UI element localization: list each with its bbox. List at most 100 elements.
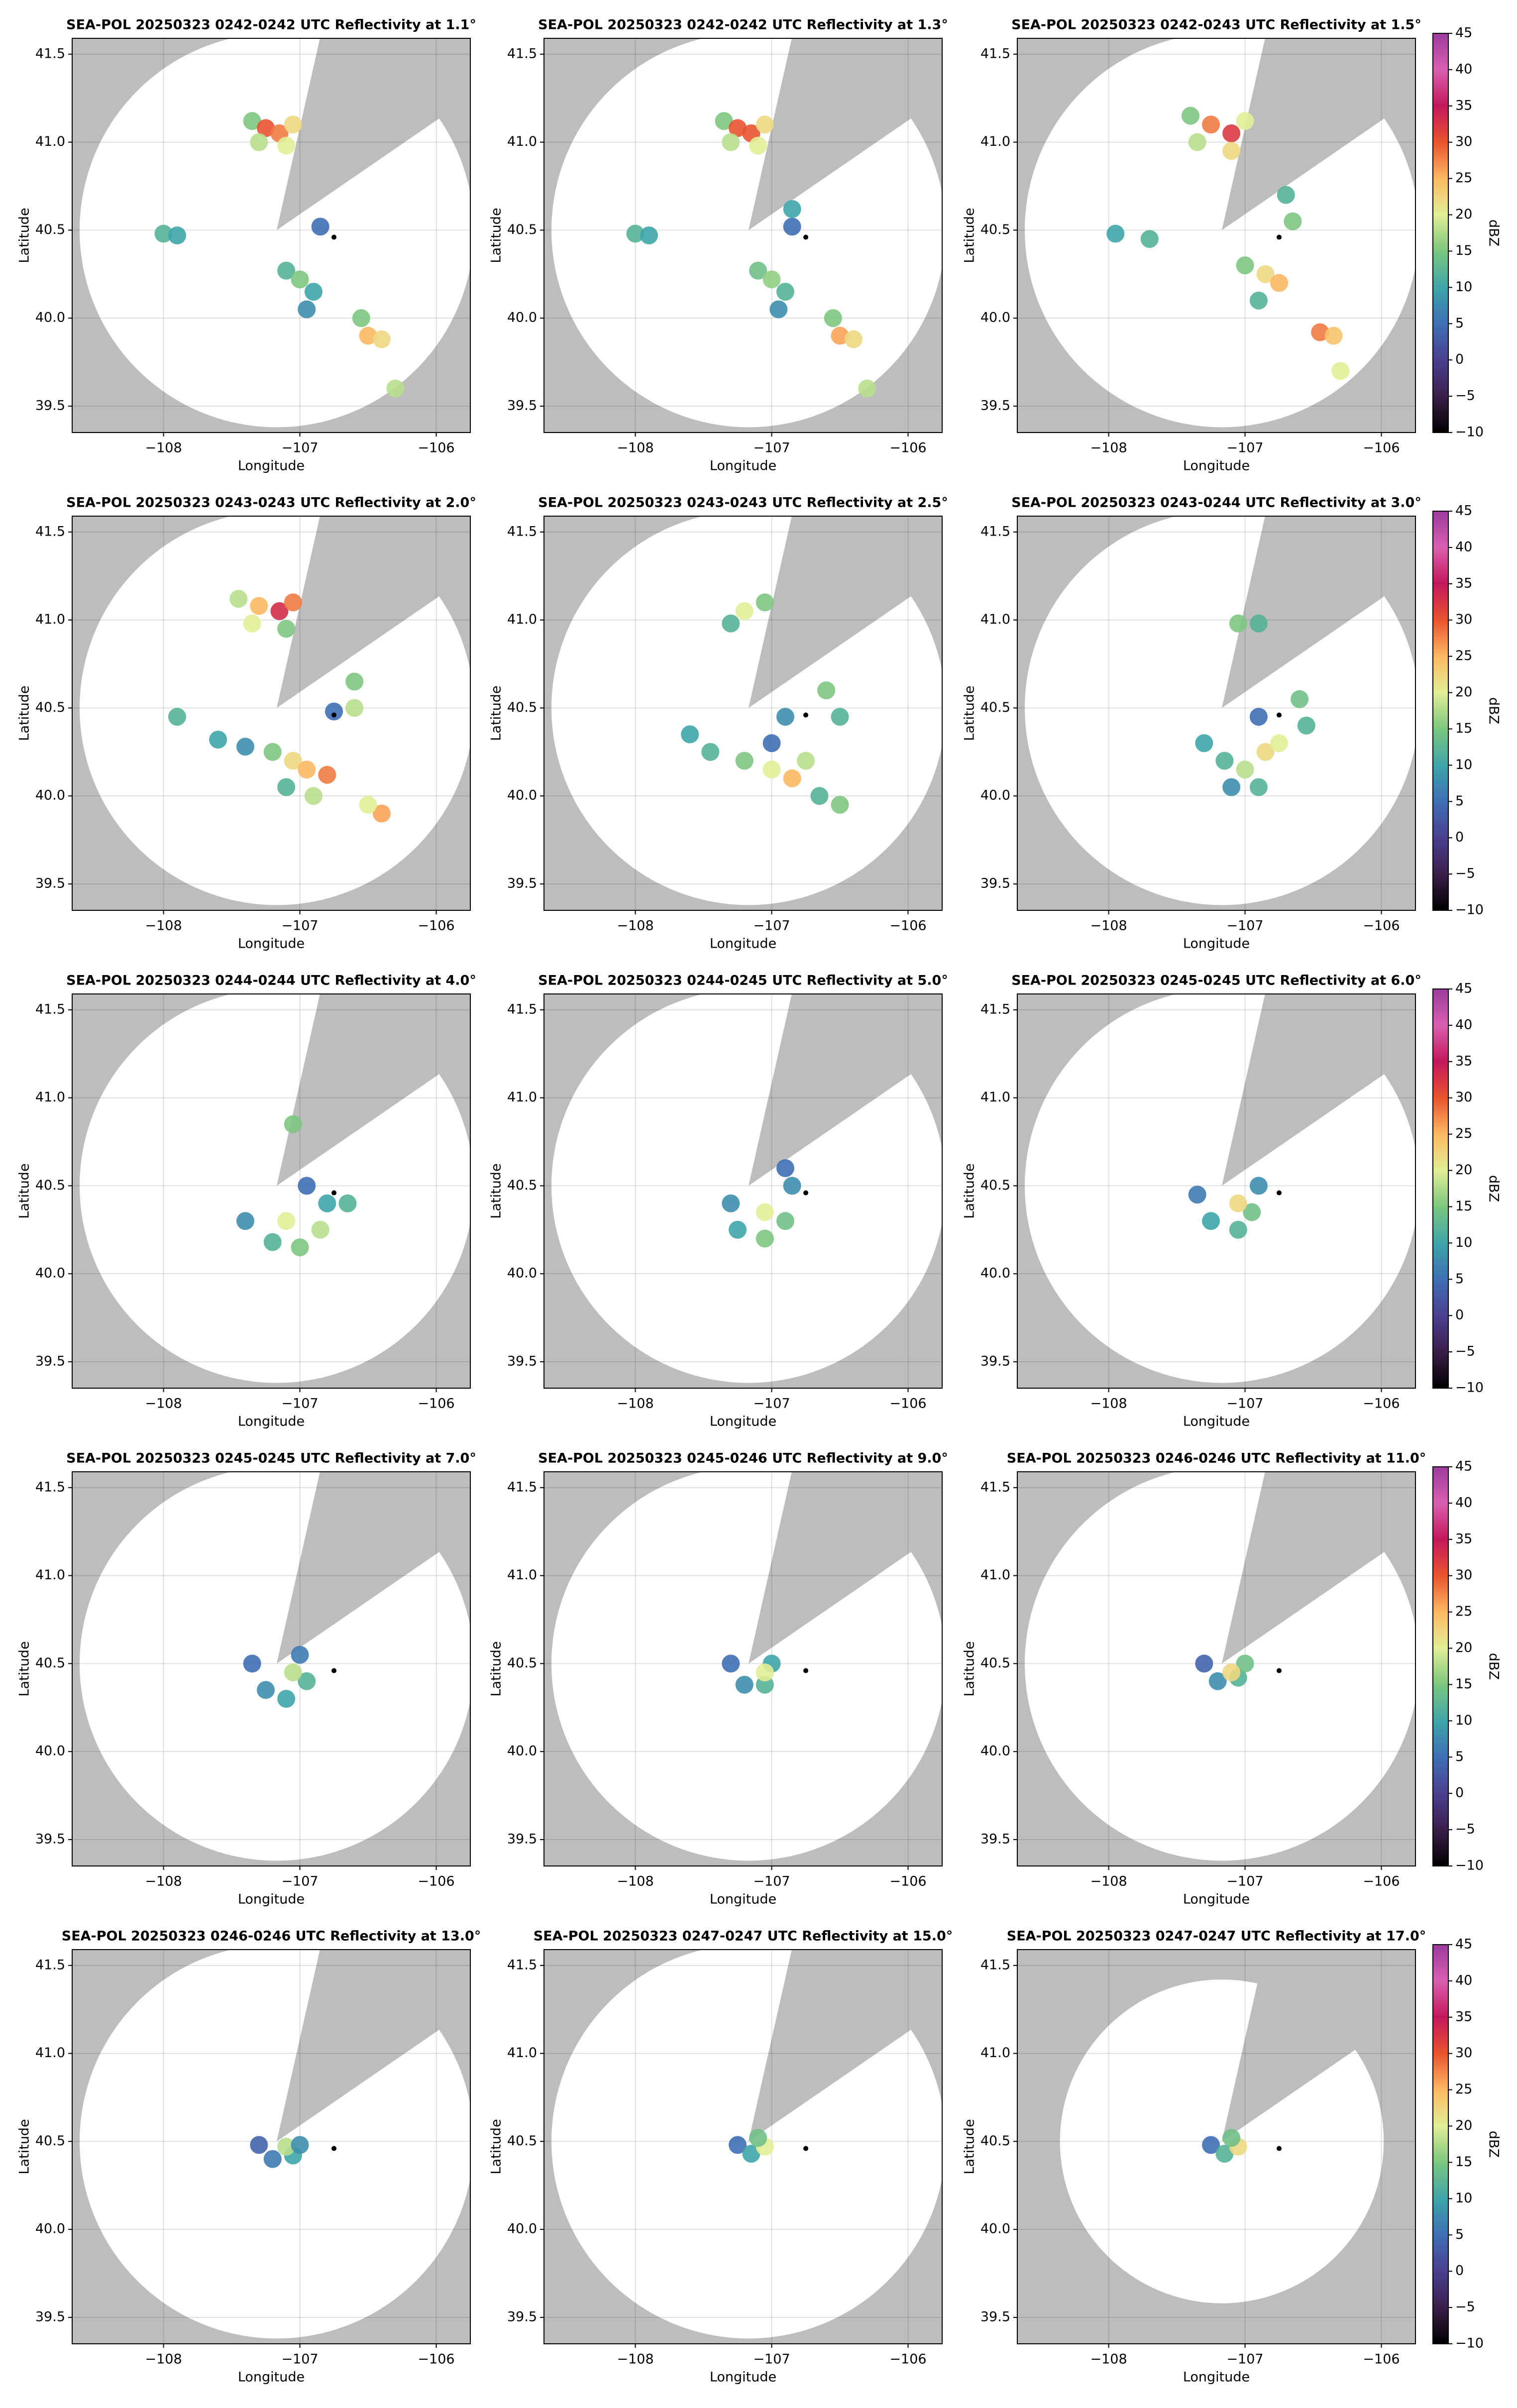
colorbar-tick-label: 35 — [1455, 575, 1472, 591]
blocked-sector — [276, 1472, 470, 1664]
colorbar-label: dBZ — [1486, 1175, 1502, 1202]
site-marker — [803, 234, 809, 240]
axes-frame — [72, 993, 471, 1389]
echo — [1249, 708, 1268, 726]
colorbar-label: dBZ — [1486, 697, 1502, 724]
x-axis-label: Longitude — [1183, 2370, 1250, 2385]
echo — [277, 1690, 296, 1708]
chart-title: SEA-POL 20250323 0245-0245 UTC Reflectiv… — [1011, 973, 1421, 988]
x-axis-label: Longitude — [238, 1892, 305, 1907]
echo — [284, 1115, 302, 1133]
colorbar-tick-label: 25 — [1455, 170, 1472, 186]
echo — [236, 1212, 254, 1230]
axes-frame — [72, 1471, 471, 1866]
colorbar-tick-label: 30 — [1455, 1567, 1472, 1583]
echo — [722, 1654, 740, 1673]
y-axis-label: Latitude — [17, 2119, 32, 2174]
echo — [831, 795, 849, 814]
plot-area — [544, 994, 942, 1388]
x-tick-label: −108 — [1090, 1396, 1127, 1412]
x-tick-label: −106 — [418, 1874, 454, 1889]
axes-frame — [72, 1949, 471, 2344]
echo — [372, 804, 391, 823]
site-marker — [1277, 1190, 1282, 1196]
colorbar-tick-label: 15 — [1455, 1199, 1472, 1214]
echo — [257, 1681, 275, 1699]
x-tick-label: −107 — [1226, 918, 1263, 934]
plot-area — [1017, 994, 1415, 1388]
echo — [257, 119, 275, 137]
x-tick-label: −108 — [145, 1396, 182, 1412]
echo — [372, 330, 391, 348]
y-tick-label: 39.5 — [980, 1831, 1010, 1847]
echo — [1215, 752, 1234, 770]
x-tick-label: −106 — [418, 2352, 454, 2367]
y-tick-label: 40.0 — [507, 310, 537, 326]
colorbar-tick-label: 35 — [1455, 1531, 1472, 1546]
panel: −108 −107 −10639.540.040.541.041.5SEA-POL … — [489, 1929, 953, 2385]
plot-area — [544, 516, 942, 910]
colorbar-tick-label: 5 — [1455, 316, 1464, 331]
echo — [831, 708, 849, 726]
colorbar-tick-label: 30 — [1455, 2045, 1472, 2061]
echo — [1215, 2145, 1234, 2163]
echo — [776, 283, 794, 301]
panel: −108 −107 −10639.540.040.541.041.5SEA-POL … — [17, 495, 476, 952]
y-tick-label: 41.5 — [980, 1957, 1010, 1972]
axes-frame — [1017, 38, 1416, 433]
echo — [769, 300, 788, 319]
blocked-sector — [276, 1950, 470, 2142]
panel: −108 −107 −10639.540.040.541.041.5SEA-POL … — [17, 17, 476, 474]
echo — [776, 708, 794, 726]
echo — [243, 614, 261, 633]
echo — [250, 597, 268, 615]
x-tick-label: −108 — [1090, 2352, 1127, 2367]
colorbar-tick-label: 45 — [1455, 25, 1472, 41]
x-axis-label: Longitude — [1183, 1892, 1250, 1907]
echo — [742, 2145, 760, 2163]
y-tick-label: 40.5 — [507, 222, 537, 237]
colorbar-tick-label: 20 — [1455, 2118, 1472, 2133]
blocked-sector — [748, 516, 942, 708]
echo — [263, 2150, 282, 2168]
echo — [729, 2136, 747, 2154]
echo — [1229, 1194, 1247, 1212]
chart-title: SEA-POL 20250323 0246-0246 UTC Reflectiv… — [62, 1929, 481, 1944]
colorbar-tick-label: 0 — [1455, 2263, 1464, 2279]
echo — [229, 590, 248, 608]
colorbar-tick-label: 20 — [1455, 684, 1472, 700]
echo — [762, 270, 781, 289]
echo — [1249, 778, 1268, 796]
x-axis-label: Longitude — [710, 1892, 776, 1907]
echo — [1236, 761, 1254, 779]
y-tick-label: 39.5 — [980, 876, 1010, 891]
plot-area — [1017, 516, 1415, 910]
echo — [749, 136, 767, 155]
x-tick-label: −108 — [617, 918, 653, 934]
echo — [345, 699, 364, 717]
chart-title: SEA-POL 20250323 0245-0246 UTC Reflectiv… — [538, 1451, 948, 1466]
echo — [1311, 323, 1329, 341]
axes-frame — [543, 1471, 943, 1866]
y-tick-label: 39.5 — [507, 2309, 537, 2324]
plot-area — [1017, 1472, 1415, 1866]
colorbar-tick-label: −10 — [1455, 902, 1484, 918]
axes-frame — [1017, 516, 1416, 911]
colorbar-tick-label: 5 — [1455, 1749, 1464, 1764]
x-tick-label: −107 — [1226, 2352, 1263, 2367]
x-axis-label: Longitude — [710, 936, 776, 952]
axes-frame — [543, 516, 943, 911]
colorbar-label: dBZ — [1486, 1653, 1502, 1680]
panel: −108 −107 −10639.540.040.541.041.5SEA-POL … — [489, 17, 948, 474]
colorbar-tick-label: 20 — [1455, 1162, 1472, 1178]
colorbar-tick-label: −10 — [1455, 1380, 1484, 1396]
echo — [298, 761, 316, 779]
y-axis-label: Latitude — [489, 685, 504, 741]
y-axis-label: Latitude — [489, 1641, 504, 1696]
colorbar-tick-label: −5 — [1455, 866, 1475, 881]
y-tick-label: 39.5 — [980, 398, 1010, 413]
x-axis-label: Longitude — [710, 458, 776, 474]
axes-frame — [543, 1949, 943, 2344]
colorbar-tick-label: 35 — [1455, 1053, 1472, 1069]
blocked-sector — [748, 994, 942, 1186]
